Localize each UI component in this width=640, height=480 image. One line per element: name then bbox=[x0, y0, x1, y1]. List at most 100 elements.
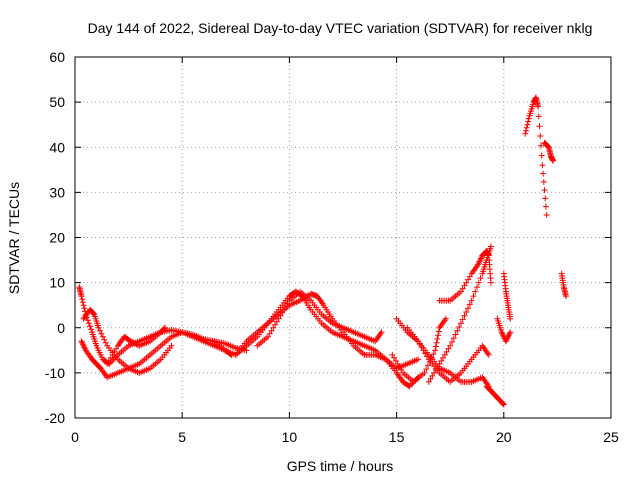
data-point bbox=[79, 299, 86, 306]
data-point bbox=[99, 333, 106, 340]
data-point bbox=[389, 351, 396, 358]
data-point bbox=[550, 157, 557, 164]
x-tick-label: 0 bbox=[71, 429, 79, 445]
data-point bbox=[105, 357, 112, 364]
data-point bbox=[425, 378, 432, 385]
y-tick-label: 50 bbox=[49, 94, 65, 110]
series-sat-b bbox=[78, 329, 250, 381]
data-point bbox=[535, 113, 542, 120]
data-point bbox=[562, 293, 569, 300]
data-point bbox=[88, 326, 95, 333]
data-point bbox=[537, 132, 544, 139]
data-point bbox=[427, 375, 434, 382]
data-point bbox=[277, 312, 284, 319]
data-point bbox=[540, 178, 547, 185]
data-point bbox=[78, 293, 85, 300]
data-point bbox=[84, 317, 91, 324]
data-point bbox=[432, 347, 439, 354]
data-point bbox=[272, 321, 279, 328]
data-point bbox=[396, 363, 403, 370]
series-sat-e bbox=[211, 288, 422, 390]
data-point bbox=[107, 354, 114, 361]
data-point bbox=[378, 329, 385, 336]
data-point bbox=[457, 320, 464, 327]
x-tick-label: 20 bbox=[496, 429, 512, 445]
data-point bbox=[87, 323, 94, 330]
data-point bbox=[268, 327, 275, 334]
data-point bbox=[466, 273, 473, 280]
data-point bbox=[542, 203, 549, 210]
data-point bbox=[475, 279, 482, 286]
data-point bbox=[270, 324, 277, 331]
data-point bbox=[539, 162, 546, 169]
data-point bbox=[500, 401, 507, 408]
data-point bbox=[457, 288, 464, 295]
y-tick-label: 0 bbox=[57, 320, 65, 336]
x-tick-label: 25 bbox=[603, 429, 619, 445]
data-point bbox=[435, 328, 442, 335]
x-tick-label: 5 bbox=[178, 429, 186, 445]
data-point bbox=[90, 310, 97, 317]
data-point bbox=[459, 316, 466, 323]
data-point bbox=[435, 332, 442, 339]
data-point bbox=[540, 170, 547, 177]
data-point bbox=[443, 348, 450, 355]
chart-title: Day 144 of 2022, Sidereal Day-to-day VTE… bbox=[88, 20, 593, 36]
data-point bbox=[275, 315, 282, 322]
data-point bbox=[104, 360, 111, 367]
series-sat-d bbox=[104, 324, 169, 367]
data-point bbox=[394, 360, 401, 367]
y-tick-label: 40 bbox=[49, 139, 65, 155]
data-point bbox=[416, 341, 423, 348]
series-sat-c bbox=[80, 306, 175, 376]
data-point bbox=[461, 282, 468, 289]
data-point bbox=[438, 357, 445, 364]
series-sat-q bbox=[541, 139, 557, 164]
series-sat-n bbox=[494, 315, 514, 345]
data-point bbox=[431, 369, 438, 376]
series-sat-j bbox=[404, 324, 492, 385]
data-point bbox=[448, 339, 455, 346]
series-sat-g bbox=[254, 288, 385, 349]
data-point bbox=[432, 343, 439, 350]
data-point bbox=[273, 318, 280, 325]
y-tick-label: -10 bbox=[45, 365, 65, 381]
data-point bbox=[450, 335, 457, 342]
data-point bbox=[264, 333, 271, 340]
data-point bbox=[433, 339, 440, 346]
data-point bbox=[507, 315, 514, 322]
data-point bbox=[432, 366, 439, 373]
data-point bbox=[543, 211, 550, 218]
x-tick-label: 10 bbox=[282, 429, 298, 445]
data-point bbox=[79, 296, 86, 303]
data-point bbox=[415, 338, 422, 345]
data-point bbox=[536, 123, 543, 130]
data-point bbox=[452, 331, 459, 338]
data-point bbox=[463, 308, 470, 315]
data-point bbox=[111, 348, 118, 355]
plot-frame bbox=[74, 56, 612, 419]
y-tick-label: -20 bbox=[45, 410, 65, 426]
data-point bbox=[161, 325, 168, 332]
series-sat-p bbox=[522, 94, 550, 218]
data-point bbox=[465, 305, 472, 312]
series-sat-m bbox=[483, 383, 507, 408]
data-point bbox=[429, 372, 436, 379]
data-point bbox=[456, 323, 463, 330]
data-point bbox=[522, 130, 529, 137]
data-point bbox=[430, 351, 437, 358]
data-points bbox=[76, 94, 569, 408]
data-point bbox=[463, 279, 470, 286]
data-point bbox=[441, 351, 448, 358]
data-point bbox=[81, 305, 88, 312]
series-sat-o bbox=[500, 270, 514, 322]
y-tick-label: 30 bbox=[49, 184, 65, 200]
data-point bbox=[487, 243, 494, 250]
data-point bbox=[537, 142, 544, 149]
series-sat-l bbox=[436, 248, 494, 304]
y-tick-label: 60 bbox=[49, 49, 65, 65]
y-tick-label: 20 bbox=[49, 230, 65, 246]
data-point bbox=[391, 354, 398, 361]
y-axis-label: SDTVAR / TECUs bbox=[6, 182, 22, 294]
